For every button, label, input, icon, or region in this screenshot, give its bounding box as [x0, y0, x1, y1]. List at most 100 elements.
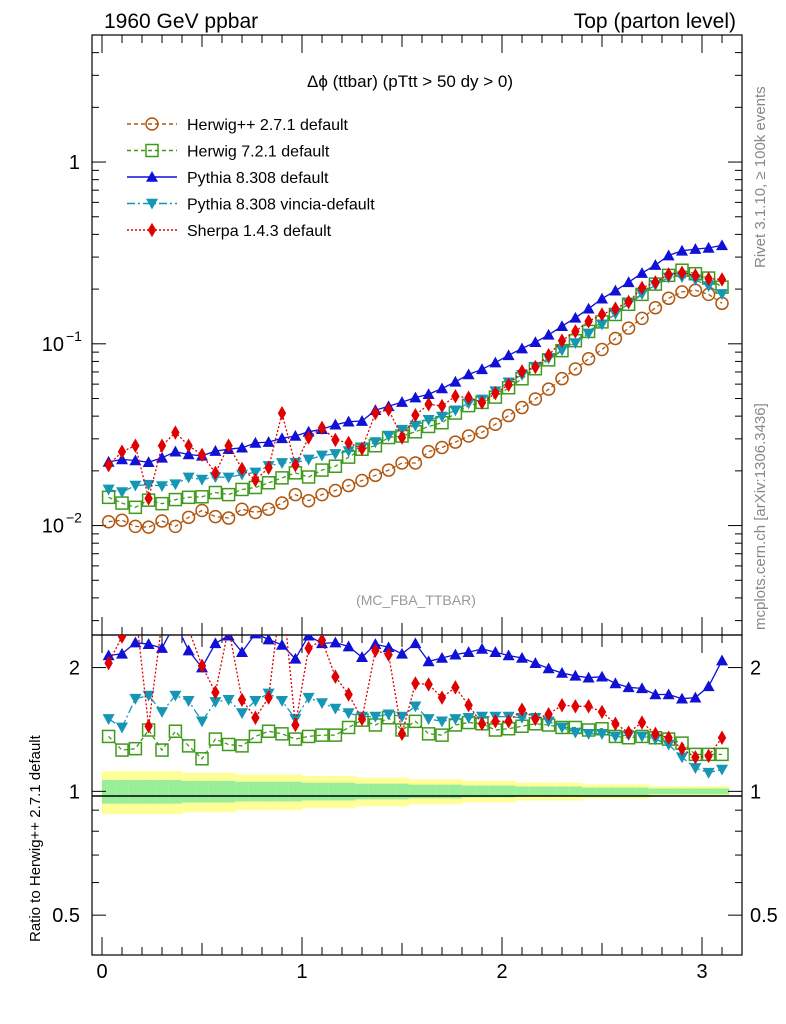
data-point — [169, 617, 181, 628]
x-tick-label: 0 — [96, 961, 107, 983]
data-point — [157, 438, 167, 453]
band-inner-segment — [168, 779, 183, 804]
data-point — [622, 276, 635, 288]
ratio-y-tick-label-right: 2 — [750, 658, 761, 680]
data-point — [129, 480, 142, 492]
data-point — [435, 440, 449, 455]
data-point — [636, 731, 648, 743]
data-point — [557, 333, 567, 348]
data-point — [676, 752, 688, 764]
data-point — [356, 651, 368, 662]
data-point — [276, 432, 288, 444]
band-inner-segment — [608, 787, 623, 796]
band-inner-segment — [101, 779, 116, 804]
data-point — [517, 702, 527, 717]
data-point — [142, 638, 155, 649]
band-inner-segment — [355, 783, 370, 800]
main-y-tick-exponent: −2 — [66, 510, 82, 526]
data-point — [488, 417, 503, 431]
data-point — [556, 722, 568, 734]
data-point — [555, 371, 569, 386]
data-point — [449, 714, 462, 725]
data-point — [582, 302, 595, 314]
rivet-label: Rivet 3.1.10, ≥ 100k events — [752, 86, 769, 268]
data-point — [475, 425, 489, 440]
data-point — [476, 363, 488, 375]
band-inner-segment — [421, 784, 436, 799]
data-point — [264, 690, 273, 705]
data-point — [249, 696, 262, 707]
data-point — [491, 385, 500, 401]
data-point — [516, 342, 528, 354]
data-point — [636, 267, 648, 278]
data-point — [248, 729, 263, 744]
band-inner-segment — [381, 783, 396, 800]
data-point — [142, 456, 155, 468]
data-point — [716, 239, 728, 251]
data-point — [236, 708, 248, 720]
data-point — [145, 143, 159, 158]
band-inner-segment — [115, 779, 130, 804]
data-point — [317, 420, 327, 436]
data-point — [329, 449, 342, 460]
data-point — [649, 259, 662, 270]
band-inner-segment — [475, 785, 490, 798]
data-point — [491, 714, 500, 729]
data-point — [597, 704, 607, 720]
data-point — [421, 727, 436, 741]
data-point — [662, 249, 675, 261]
data-point — [158, 614, 166, 628]
data-point — [144, 491, 153, 506]
data-point — [209, 697, 222, 708]
data-point — [369, 437, 382, 449]
data-point — [584, 314, 593, 329]
data-point — [129, 693, 142, 705]
data-point — [716, 764, 728, 776]
data-point — [278, 581, 286, 595]
band-inner-segment — [715, 788, 730, 795]
legend: Herwig++ 2.7.1 default Herwig 7.2.1 defau… — [127, 117, 375, 240]
data-point — [422, 388, 435, 400]
data-point — [569, 669, 582, 681]
data-point — [196, 716, 208, 728]
data-point — [422, 714, 435, 725]
data-point — [141, 520, 156, 534]
data-point — [342, 640, 355, 652]
data-point — [182, 472, 195, 484]
data-point — [261, 476, 276, 490]
data-point — [209, 637, 222, 649]
data-point — [171, 572, 179, 586]
data-point — [381, 463, 396, 477]
data-point — [556, 667, 568, 678]
x-tick-label: 2 — [496, 961, 507, 983]
data-point — [677, 741, 687, 756]
data-point — [408, 714, 423, 729]
data-point — [544, 707, 553, 722]
data-point — [156, 642, 168, 653]
data-point — [195, 752, 209, 766]
data-point — [291, 717, 300, 733]
data-point — [301, 493, 316, 508]
data-point — [624, 725, 633, 740]
data-point — [251, 710, 260, 725]
data-point — [636, 682, 648, 694]
data-point — [408, 456, 423, 470]
data-point — [651, 726, 660, 742]
data-point — [156, 481, 168, 493]
data-point — [501, 408, 516, 423]
data-point — [542, 328, 555, 340]
data-point — [582, 671, 595, 683]
band-inner-segment — [701, 788, 716, 795]
data-point — [316, 450, 328, 462]
band-inner-segment — [221, 780, 236, 803]
data-point — [208, 732, 223, 746]
data-point — [624, 294, 633, 310]
data-point — [516, 712, 528, 724]
data-point — [411, 407, 420, 423]
data-point — [542, 662, 555, 674]
data-point — [676, 244, 688, 256]
data-point — [371, 406, 380, 421]
data-point — [331, 669, 340, 684]
band-inner-segment — [648, 788, 663, 795]
ratio-y-tick-label: 0.5 — [52, 905, 80, 927]
